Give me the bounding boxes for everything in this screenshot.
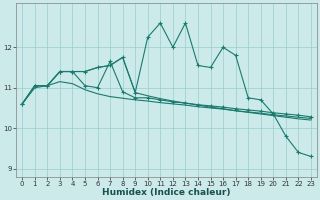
- X-axis label: Humidex (Indice chaleur): Humidex (Indice chaleur): [102, 188, 231, 197]
